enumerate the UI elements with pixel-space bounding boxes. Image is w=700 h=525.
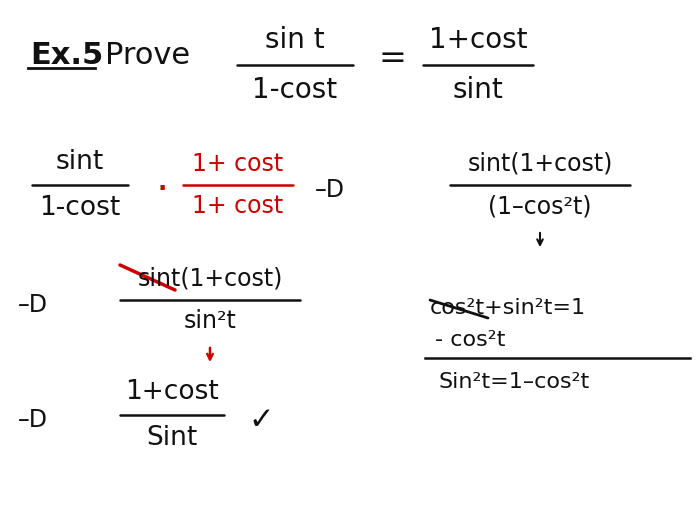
Text: cos²t+sin²t=1: cos²t+sin²t=1 <box>430 298 586 318</box>
Text: 1-cost: 1-cost <box>253 76 337 104</box>
Text: 1+cost: 1+cost <box>428 26 527 54</box>
Text: - cos²t: - cos²t <box>435 330 505 350</box>
Text: sint: sint <box>453 76 503 104</box>
Text: Ex.5: Ex.5 <box>30 40 104 69</box>
Text: (1–cos²t): (1–cos²t) <box>489 194 592 218</box>
Text: Sin²t=1–cos²t: Sin²t=1–cos²t <box>438 372 589 392</box>
Text: 1+cost: 1+cost <box>125 379 219 405</box>
Text: sint(1+cost): sint(1+cost) <box>468 152 612 176</box>
Text: sint(1+cost): sint(1+cost) <box>137 267 283 291</box>
Text: 1-cost: 1-cost <box>39 195 120 222</box>
Text: sin²t: sin²t <box>183 309 237 333</box>
Text: –D: –D <box>18 408 48 432</box>
Text: 1+ cost: 1+ cost <box>193 194 284 218</box>
Text: 1+ cost: 1+ cost <box>193 152 284 176</box>
Text: –D: –D <box>315 178 345 202</box>
Text: ✓: ✓ <box>248 405 274 435</box>
Text: ·: · <box>155 169 169 211</box>
Text: =: = <box>378 41 406 75</box>
Text: –D: –D <box>18 293 48 317</box>
Text: sint: sint <box>56 149 104 174</box>
Text: sin t: sin t <box>265 26 325 54</box>
Text: Prove: Prove <box>105 40 190 69</box>
Text: Sint: Sint <box>146 425 197 451</box>
